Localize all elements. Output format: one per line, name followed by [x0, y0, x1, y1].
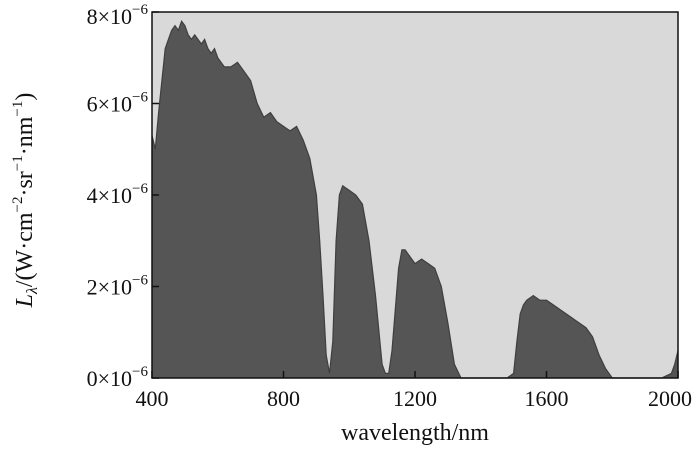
y-axis-unit-mid2: ·nm	[12, 116, 38, 155]
plot-frame	[151, 11, 679, 379]
y-tick-label-1: 2×10−6	[87, 273, 149, 300]
y-axis-unit-mid: ·sr	[12, 171, 38, 196]
y-tick-label-0: 0×10−6	[87, 364, 149, 391]
y-axis-unit-open: /(W·cm	[12, 212, 38, 287]
x-tick-label-0: 400	[136, 386, 169, 411]
y-axis-symbol: L	[12, 294, 38, 308]
y-axis-title: Lλ/(W·cm−2·sr−1·nm−1)	[10, 93, 41, 309]
y-tick-label-4: 8×10−6	[87, 2, 149, 29]
y-axis-exp2: −1	[10, 155, 26, 171]
y-tick-label-2: 4×10−6	[87, 181, 149, 208]
series-area-0	[152, 21, 678, 378]
y-axis-exp1: −2	[10, 197, 26, 213]
series-layer	[151, 19, 679, 379]
y-tick-label-3: 6×10−6	[87, 90, 149, 117]
y-axis-subscript: λ	[24, 287, 41, 295]
x-tick-label-3: 1600	[525, 386, 569, 411]
x-tick-label-4: 2000	[648, 386, 692, 411]
labels-layer: 400 800 1200 1600 2000 0×10−6 2×10−6 4×10−6 6×10…	[87, 2, 692, 411]
series-line-0	[151, 19, 679, 379]
y-axis-unit-close: )	[12, 93, 38, 101]
x-tick-label-2: 1200	[393, 386, 437, 411]
x-tick-label-1: 800	[267, 386, 300, 411]
y-axis-exp3: −1	[10, 101, 26, 117]
x-axis-title: wavelength/nm	[341, 420, 489, 446]
